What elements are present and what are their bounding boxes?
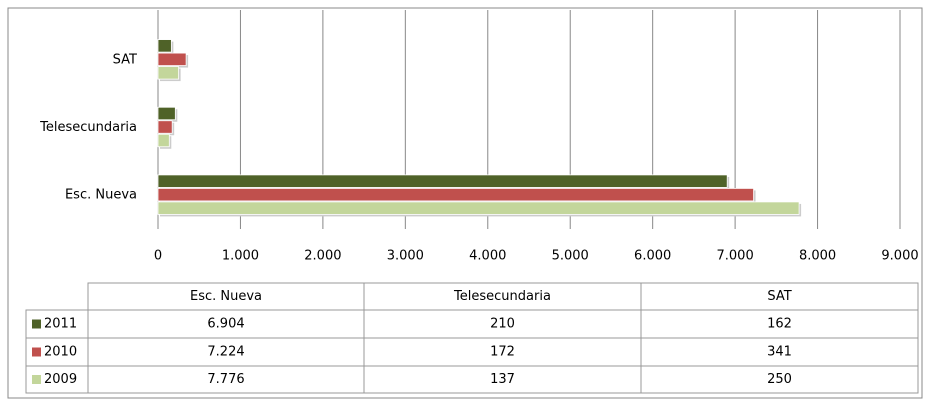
table-cell: 250 xyxy=(767,372,792,387)
table-header: Esc. Nueva xyxy=(190,289,262,304)
legend-swatch xyxy=(32,347,41,357)
bar xyxy=(157,39,172,53)
legend-label: 2010 xyxy=(44,345,77,360)
x-tick-label: 3.000 xyxy=(387,249,424,264)
legend-swatch xyxy=(32,319,41,329)
x-tick-label: 5.000 xyxy=(552,249,589,264)
bar xyxy=(157,66,180,80)
table-cell: 6.904 xyxy=(207,317,244,332)
legend-label: 2011 xyxy=(44,317,77,332)
x-tick-label: 2.000 xyxy=(304,249,341,264)
y-tick-label: Esc. Nueva xyxy=(65,188,137,203)
bar xyxy=(157,201,800,215)
x-tick-label: 0 xyxy=(154,249,162,264)
y-tick-label: Telesecundaria xyxy=(39,120,137,135)
legend-label: 2009 xyxy=(44,372,77,387)
table-cell: 341 xyxy=(767,345,792,360)
table-cell: 137 xyxy=(490,372,515,387)
y-tick-label: SAT xyxy=(113,52,137,67)
table-cell: 210 xyxy=(490,317,515,332)
table-cell: 7.776 xyxy=(207,372,244,387)
bar xyxy=(157,188,754,202)
bar xyxy=(157,106,176,121)
bar xyxy=(157,174,728,188)
x-tick-label: 7.000 xyxy=(717,249,754,264)
bar xyxy=(157,120,173,134)
x-tick-label: 1.000 xyxy=(222,249,259,264)
bar xyxy=(157,52,187,66)
x-tick-label: 9.000 xyxy=(881,249,918,264)
table-body-border xyxy=(25,309,919,394)
x-tick-label: 6.000 xyxy=(634,249,671,264)
table-header: SAT xyxy=(767,289,791,304)
bar xyxy=(157,133,170,148)
table-header: Telesecundaria xyxy=(453,289,551,304)
table-cell: 162 xyxy=(767,317,792,332)
x-tick-label: 4.000 xyxy=(469,249,506,264)
x-tick-label: 8.000 xyxy=(799,249,836,264)
legend-swatch xyxy=(32,375,41,384)
table-cell: 172 xyxy=(490,345,515,360)
table-cell: 7.224 xyxy=(207,345,244,360)
